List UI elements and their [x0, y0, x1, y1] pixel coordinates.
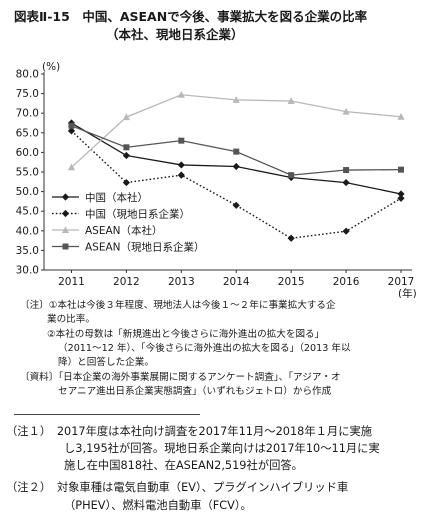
chart-source-line-1: 〔資料〕「日本企業の海外事業展開に関するアンケート調査」、「アジア・オ	[20, 372, 341, 383]
chart-note-line-5: 降）と回答した企業。	[58, 357, 154, 368]
x-tick-label-4: 2015	[278, 276, 305, 288]
y-axis-unit-label: (%)	[42, 61, 60, 73]
series-1-point-0	[67, 127, 76, 135]
legend-marker-1	[61, 209, 70, 218]
series-2-point-4	[287, 97, 295, 105]
legend-label-2: ASEAN（本社）	[85, 224, 163, 237]
series-line-1	[70, 130, 402, 239]
x-tick-label-1: 2012	[113, 276, 140, 288]
series-1-point-2	[177, 171, 185, 179]
footnote-2-line-2: （PHEV）、燃料電池自動車（FCV）。	[64, 499, 252, 512]
chart-axes: 30.0 35.0 40.0 45.0 50.0 55.0 60.0 65.0 70.0 75.0…	[16, 61, 417, 298]
x-tick-label-6: 2017	[388, 276, 415, 288]
series-2-point-2	[177, 90, 185, 98]
x-tick-label-3: 2014	[223, 276, 250, 288]
y-tick-label-2: 40.0	[16, 225, 39, 237]
series-2-point-6	[397, 112, 405, 120]
series-0-point-5	[342, 178, 350, 187]
footnote-1-line-1: （注１） 2017年度は本社向け調査を2017年11月～2018年１月に実施	[6, 425, 373, 438]
x-axis-unit-label: (年)	[398, 287, 417, 298]
legend-marker-0	[61, 193, 70, 201]
series-3-point-3	[233, 148, 240, 155]
chart-note-line-3: ②本社の母数は「新規進出と今後さらに海外進出の拡大を図る」	[47, 329, 325, 340]
series-1-point-1	[122, 178, 130, 187]
legend-label-0: 中国（本社）	[85, 191, 148, 204]
y-tick-label-5: 55.0	[16, 167, 39, 179]
y-tick-label-10: 80.0	[16, 69, 39, 81]
x-tick-label-2: 2013	[168, 276, 195, 288]
chart-note-line-2: 業の比率。	[47, 314, 95, 325]
series-3-point-4	[288, 172, 295, 179]
chart-legend: 中国（本社） 中国（現地日系企業） ASEAN（本社） ASEAN（現地日系企業）	[52, 191, 205, 254]
series-3-point-5	[343, 167, 350, 174]
legend-marker-2	[61, 226, 70, 233]
x-tick-label-0: 2011	[58, 276, 85, 288]
series-0-point-1	[122, 151, 130, 160]
footnote-1-line-2: し3,195社が回答。現地日系企業向けは2017年10～11月に実	[64, 442, 380, 455]
y-tick-label-0: 30.0	[16, 265, 39, 277]
y-tick-label-1: 35.0	[16, 245, 39, 257]
x-tick-label-5: 2016	[333, 276, 360, 288]
series-0-point-2	[177, 161, 185, 169]
series-2-point-5	[342, 107, 350, 115]
footnote-divider	[14, 414, 200, 415]
series-1-point-5	[342, 227, 350, 235]
footnote-2-line-1: （注２） 対象車種は電気自動車（EV）、プラグインハイブリッド車	[6, 481, 349, 494]
series-3-point-6	[398, 166, 405, 173]
line-chart: 30.0 35.0 40.0 45.0 50.0 55.0 60.0 65.0 70.0 75.0…	[16, 61, 417, 298]
chart-marks	[67, 90, 405, 242]
series-line-2	[71, 94, 402, 168]
series-0-point-6	[397, 190, 405, 198]
y-tick-label-9: 75.0	[16, 88, 39, 100]
series-line-0	[71, 122, 402, 195]
series-3-point-0	[68, 122, 75, 129]
series-3-point-1	[123, 144, 130, 151]
legend-marker-3	[62, 243, 69, 250]
chart-source-line-2: セアニア進出日系企業実態調査」（いずれもジェトロ）から作成	[58, 386, 332, 397]
series-1-point-6	[397, 194, 405, 202]
y-tick-label-3: 45.0	[16, 206, 39, 218]
chart-note-line-1: 〔注〕①本社は今後３年程度、現地法人は今後１～２年に事業拡大する企	[20, 300, 336, 311]
series-2-point-3	[232, 96, 240, 103]
series-0-point-3	[232, 162, 240, 171]
series-1-point-4	[287, 234, 295, 242]
series-1-point-3	[232, 201, 240, 209]
y-tick-label-6: 60.0	[16, 147, 39, 159]
y-tick-label-4: 50.0	[16, 186, 39, 198]
series-2-point-0	[67, 163, 76, 171]
series-2-point-1	[122, 113, 130, 121]
series-3-point-2	[178, 137, 185, 144]
footnote-1-line-3: 施し在中国818社、在ASEAN2,519社が回答。	[64, 459, 303, 472]
figure-title: 図表Ⅱ-15 中国、ASEANで今後、事業拡大を図る企業の比率	[14, 9, 368, 24]
y-tick-label-8: 70.0	[16, 108, 39, 120]
legend-label-1: 中国（現地日系企業）	[85, 208, 190, 221]
figure-subtitle: （本社、現地日系企業）	[106, 27, 244, 42]
chart-note-line-4: （2011～12 年）、「今後さらに海外進出の拡大を図る」（2013 年以	[58, 343, 351, 354]
legend-label-3: ASEAN（現地日系企業）	[85, 241, 205, 254]
y-tick-label-7: 65.0	[16, 127, 39, 139]
